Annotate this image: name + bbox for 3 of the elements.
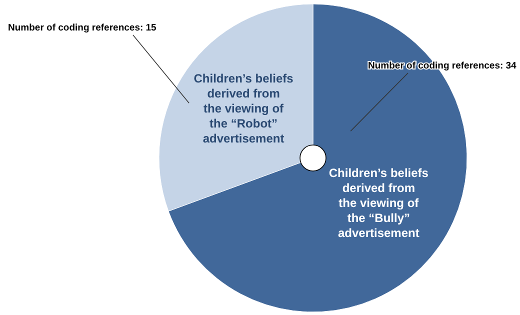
- data-label: Number of coding references: 15: [8, 22, 158, 34]
- slice-label: Children’s beliefs derived from the viewing of the “Bully” advertisement: [328, 166, 429, 240]
- slice-label: Children’s beliefs derived from the viewing of the “Robot” advertisement: [194, 72, 294, 146]
